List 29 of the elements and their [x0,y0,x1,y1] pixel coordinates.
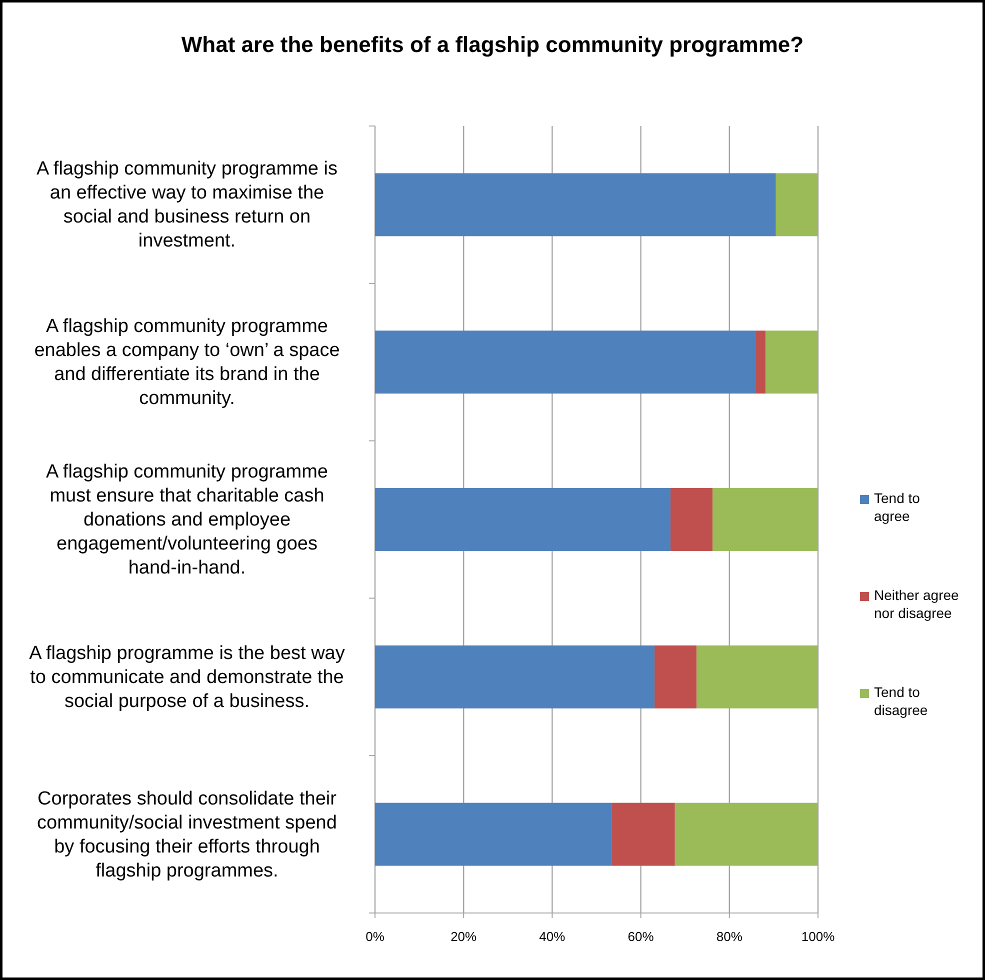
x-tick-label: 20% [450,929,478,944]
x-tick-label: 40% [539,929,566,944]
x-tick-label: 0% [366,929,385,944]
bar [375,645,655,708]
y-tick-label: A flagship community programme is an effective way to maximise the social and business return on investment. [36,158,338,252]
bar [776,173,818,236]
y-tick-label: A flagship programme is the best way to communicate and demonstrate the social purpose of a business. [29,642,346,712]
bar [375,330,756,394]
bar [375,488,670,551]
bar [375,802,612,866]
bar [756,330,766,394]
x-tick-label: 80% [716,929,743,944]
bar [670,488,713,551]
y-tick-label: A flagship community programme enables a company to ‘own’ a space and differentiate its brand in the community. [34,316,340,410]
x-tick-label: 60% [628,929,654,944]
bar [766,330,818,394]
bar [696,645,818,708]
x-tick-label: 100% [801,929,836,944]
bar [611,802,675,866]
bar [375,173,776,236]
legend-label: Tend to agree [874,490,920,524]
legend-label: Tend to disagree [874,684,928,718]
y-tick-label: A flagship community programme must ensure that charitable cash donations and employee engagement/volunteering goes hand-in-hand. [46,462,328,578]
bar [712,488,818,551]
chart-title: What are the benefits of a flagship community programme? [181,32,804,57]
bar [654,645,697,708]
y-tick-label: Corporates should consolidate their community/social investment spend by focusing their efforts through flagship programmes. [37,788,338,882]
legend-label: Neither agree nor disagree [874,587,960,621]
bar [674,802,818,866]
